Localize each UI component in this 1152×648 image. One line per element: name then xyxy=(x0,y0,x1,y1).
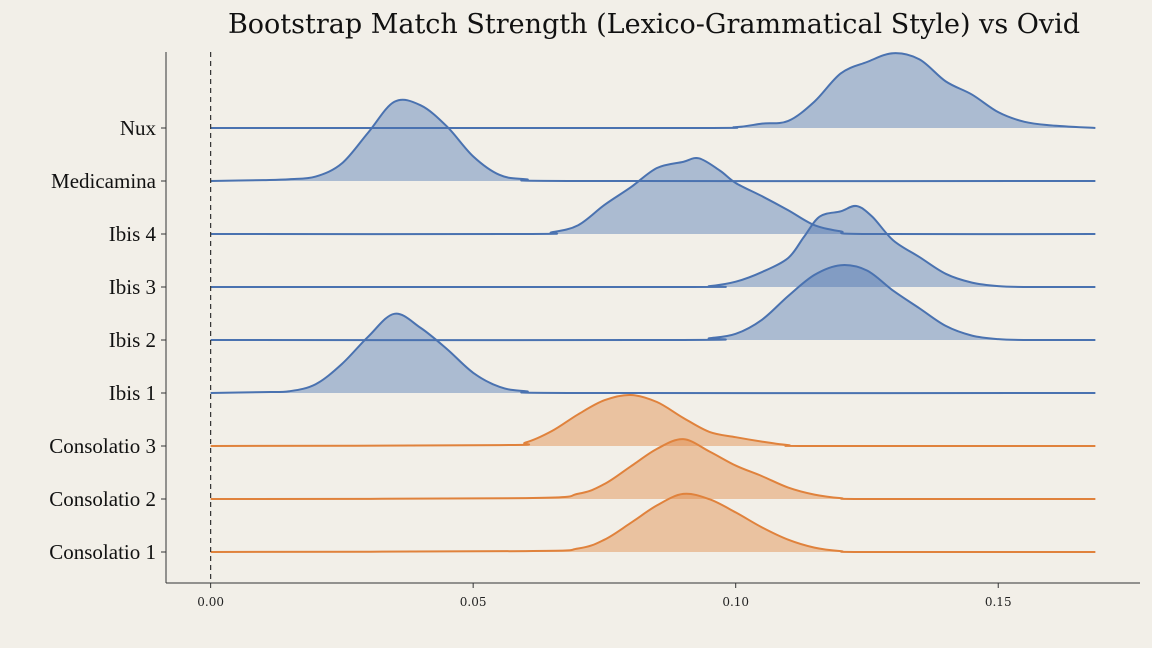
ytick-label-ibis-1: Ibis 1 xyxy=(109,381,156,405)
ridge-line-ibis-3 xyxy=(210,204,1096,289)
ytick-label-nux: Nux xyxy=(120,116,157,140)
xtick-label-0.05: 0.05 xyxy=(460,595,487,609)
ridge-consolatio-2 xyxy=(210,438,1096,501)
ridge-area-consolatio-1 xyxy=(210,493,1096,553)
ridge-nux xyxy=(210,52,1096,130)
ridge-area-ibis-2 xyxy=(210,265,1096,341)
ridges-group xyxy=(210,52,1096,554)
chart-title: Bootstrap Match Strength (Lexico-Grammat… xyxy=(228,9,1080,40)
ridge-area-ibis-1 xyxy=(210,313,1096,394)
ridge-line-ibis-2 xyxy=(210,264,1096,342)
ridge-line-consolatio-1 xyxy=(210,492,1096,554)
ytick-label-ibis-3: Ibis 3 xyxy=(109,275,156,299)
ridge-ibis-4 xyxy=(210,156,1096,236)
ridge-ibis-2 xyxy=(210,264,1096,342)
ytick-label-consolatio-3: Consolatio 3 xyxy=(49,434,156,458)
ridge-area-nux xyxy=(210,53,1096,129)
ridge-area-consolatio-3 xyxy=(210,394,1096,447)
xtick-label-0.10: 0.10 xyxy=(722,595,749,609)
ridge-line-nux xyxy=(210,52,1096,130)
ridge-area-ibis-3 xyxy=(210,205,1096,288)
ridge-area-medicamina xyxy=(210,99,1096,182)
ridge-line-medicamina xyxy=(210,98,1096,183)
ytick-label-ibis-2: Ibis 2 xyxy=(109,328,156,352)
ridge-line-consolatio-2 xyxy=(210,438,1096,501)
ridge-ibis-3 xyxy=(210,204,1096,289)
ytick-label-consolatio-2: Consolatio 2 xyxy=(49,487,156,511)
ridge-line-consolatio-3 xyxy=(210,393,1096,448)
ytick-label-medicamina: Medicamina xyxy=(51,169,157,193)
ridge-area-ibis-4 xyxy=(210,157,1096,235)
ridge-ibis-1 xyxy=(210,312,1096,395)
ridge-medicamina xyxy=(210,98,1096,183)
ytick-label-ibis-4: Ibis 4 xyxy=(109,222,157,246)
ridge-line-ibis-4 xyxy=(210,156,1096,236)
ridge-area-consolatio-2 xyxy=(210,439,1096,500)
xtick-label-0.00: 0.00 xyxy=(197,595,224,609)
ridge-consolatio-1 xyxy=(210,492,1096,554)
ridge-line-ibis-1 xyxy=(210,312,1096,395)
xtick-label-0.15: 0.15 xyxy=(985,595,1012,609)
ridge-consolatio-3 xyxy=(210,393,1096,448)
axes-group: Nux Medicamina Ibis 4 Ibis 3 Ibis 2 Ibis 1 Con… xyxy=(49,52,1140,609)
ytick-label-consolatio-1: Consolatio 1 xyxy=(49,540,156,564)
